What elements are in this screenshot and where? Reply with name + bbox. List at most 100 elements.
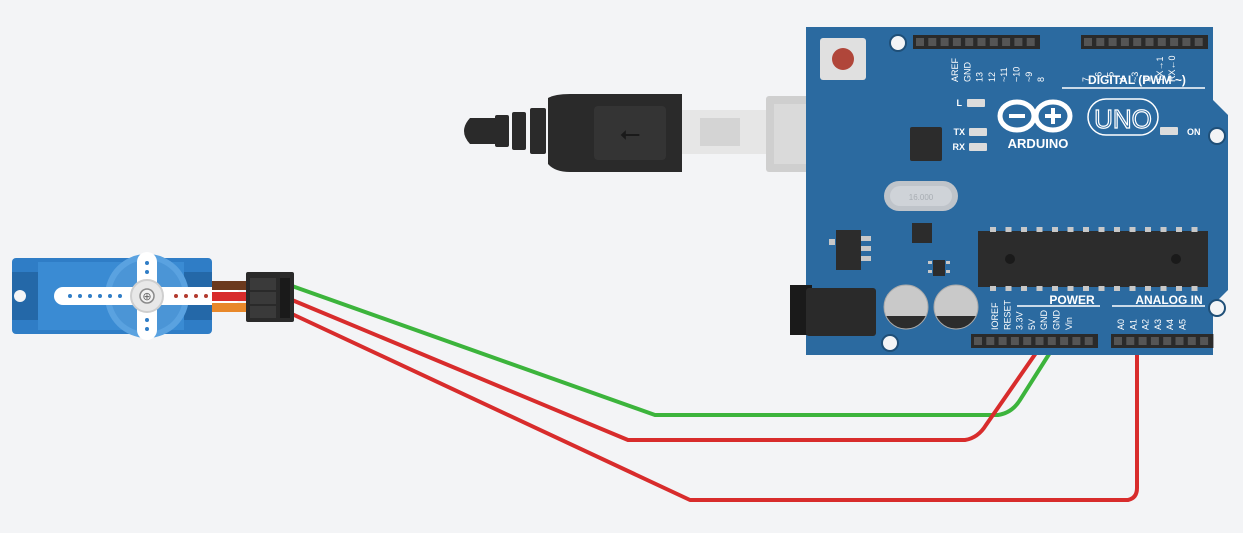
servo-screw-icon: ⊕: [142, 291, 151, 303]
power-header-socket[interactable]: [1072, 337, 1081, 345]
chip-pin: [1098, 286, 1105, 291]
servo-horn-holes: [68, 261, 149, 331]
wire-ground[interactable]: [290, 284, 1060, 417]
digital-header-left-socket[interactable]: [1002, 38, 1011, 46]
led-l: [967, 99, 985, 107]
chip-dot: [1171, 254, 1181, 264]
chip-pin: [1176, 286, 1182, 291]
digital-header-right-socket[interactable]: [1108, 38, 1117, 46]
usb-interface-chip: [910, 127, 942, 161]
power-header-socket[interactable]: [1035, 337, 1044, 345]
analog-header-socket[interactable]: [1114, 337, 1122, 345]
digital-header-left-socket[interactable]: [1026, 38, 1035, 46]
chip-pin: [1067, 227, 1074, 232]
digital-header-right-socket[interactable]: [1182, 38, 1191, 46]
chip-pin: [1021, 286, 1027, 291]
led-rx: [969, 143, 987, 151]
usb-plug-face: [594, 106, 666, 160]
usb-ring-3: [530, 108, 546, 154]
digital-header-left: [913, 35, 1040, 49]
analog-header-socket[interactable]: [1138, 337, 1147, 345]
mount-hole-3: [1208, 299, 1226, 317]
servo-connector-pin-1: [250, 278, 276, 290]
pin-label: 7: [1081, 77, 1091, 82]
digital-header-right: [1081, 35, 1208, 49]
digital-header-left-socket[interactable]: [928, 38, 937, 46]
digital-header-right-socket[interactable]: [1096, 38, 1105, 46]
chip-pin: [1160, 286, 1167, 291]
micro-servo[interactable]: ⊕: [12, 252, 294, 340]
analog-header-socket[interactable]: [1175, 337, 1184, 345]
digital-header-left-socket[interactable]: [952, 38, 961, 46]
power-header-socket[interactable]: [986, 337, 995, 345]
pin-label: A2: [1141, 319, 1151, 330]
power-header-socket[interactable]: [1010, 337, 1019, 345]
chip-notch: [1005, 254, 1015, 264]
digital-header-left-socket[interactable]: [965, 38, 974, 46]
chip-pin: [1005, 227, 1012, 232]
chip-pin: [1052, 227, 1058, 232]
capacitor-2: [933, 284, 979, 330]
chip-pin: [990, 286, 996, 291]
chip-pin: [1176, 227, 1182, 232]
usb-metal-inner: [700, 118, 740, 146]
digital-header-left-socket[interactable]: [977, 38, 986, 46]
pin-label: 3.3V: [1015, 311, 1025, 330]
chip-pin: [1191, 286, 1198, 291]
chip-pin: [1052, 286, 1058, 291]
wire-power[interactable]: [290, 298, 1047, 442]
dc-power-jack[interactable]: [806, 288, 876, 336]
digital-header-right-socket[interactable]: [1084, 38, 1092, 46]
digital-header-right-socket[interactable]: [1194, 38, 1203, 46]
analog-header-socket[interactable]: [1187, 337, 1196, 345]
analog-header-socket[interactable]: [1200, 337, 1209, 345]
arduino-board[interactable]: AREF GND 13 12 ~11 ~10 ~9 8 7 ~6 ~5 4 ~3 2 TX→1 RX←0 DI…: [790, 27, 1228, 355]
reset-button-cap[interactable]: [832, 48, 854, 70]
voltage-regulator: [836, 230, 861, 270]
digital-header-right-socket[interactable]: [1120, 38, 1129, 46]
usb-symbol-icon: ⭠: [620, 118, 641, 148]
power-header-socket[interactable]: [1084, 337, 1093, 345]
chip-pin: [1083, 227, 1089, 232]
tiny-ic-pin: [928, 261, 932, 264]
digital-pin-labels: AREF GND 13 12 ~11 ~10 ~9 8 7 ~6 ~5 4 ~3 2 TX→1 RX←0: [950, 55, 1177, 82]
pin-label: 4: [1118, 77, 1128, 82]
atmega-microcontroller: [978, 227, 1208, 291]
power-header-socket[interactable]: [974, 337, 982, 345]
pin-label: A1: [1128, 319, 1138, 330]
wire-signal[interactable]: [290, 312, 1139, 502]
digital-header-left-socket[interactable]: [940, 38, 949, 46]
digital-header-right-socket[interactable]: [1133, 38, 1142, 46]
regulator-pin-2: [861, 236, 871, 241]
power-header-socket[interactable]: [1060, 337, 1069, 345]
pin-label: ~9: [1024, 72, 1034, 82]
digital-header-left-socket[interactable]: [916, 38, 924, 46]
analog-header: [1111, 334, 1214, 348]
arduino-model: UNO: [1094, 104, 1152, 134]
chip-pin: [1098, 227, 1105, 232]
servo-lead-brown: [212, 281, 248, 290]
analog-header-socket[interactable]: [1150, 337, 1159, 345]
servo-connector-side: [280, 278, 290, 318]
servo-connector-pin-2: [250, 292, 276, 304]
pin-label: GND: [1052, 310, 1062, 331]
digital-header-left-socket[interactable]: [1014, 38, 1023, 46]
digital-header-right-socket[interactable]: [1157, 38, 1166, 46]
pin-label: GND: [1039, 310, 1049, 331]
chip-pins-top: [990, 227, 1198, 232]
chip-pin: [1160, 227, 1167, 232]
power-header-socket[interactable]: [1047, 337, 1056, 345]
chip-pin: [1067, 286, 1074, 291]
power-header-socket[interactable]: [1023, 337, 1032, 345]
pin-label: ~10: [1012, 67, 1022, 82]
power-header-socket[interactable]: [998, 337, 1007, 345]
analog-header-socket[interactable]: [1126, 337, 1135, 345]
digital-header-right-socket[interactable]: [1145, 38, 1154, 46]
analog-header-socket[interactable]: [1163, 337, 1172, 345]
digital-header-right-socket[interactable]: [1170, 38, 1179, 46]
mount-hole-4: [881, 334, 899, 352]
chip-pins-bottom: [990, 286, 1198, 291]
digital-header-left-socket[interactable]: [989, 38, 998, 46]
mount-hole-1: [889, 34, 907, 52]
